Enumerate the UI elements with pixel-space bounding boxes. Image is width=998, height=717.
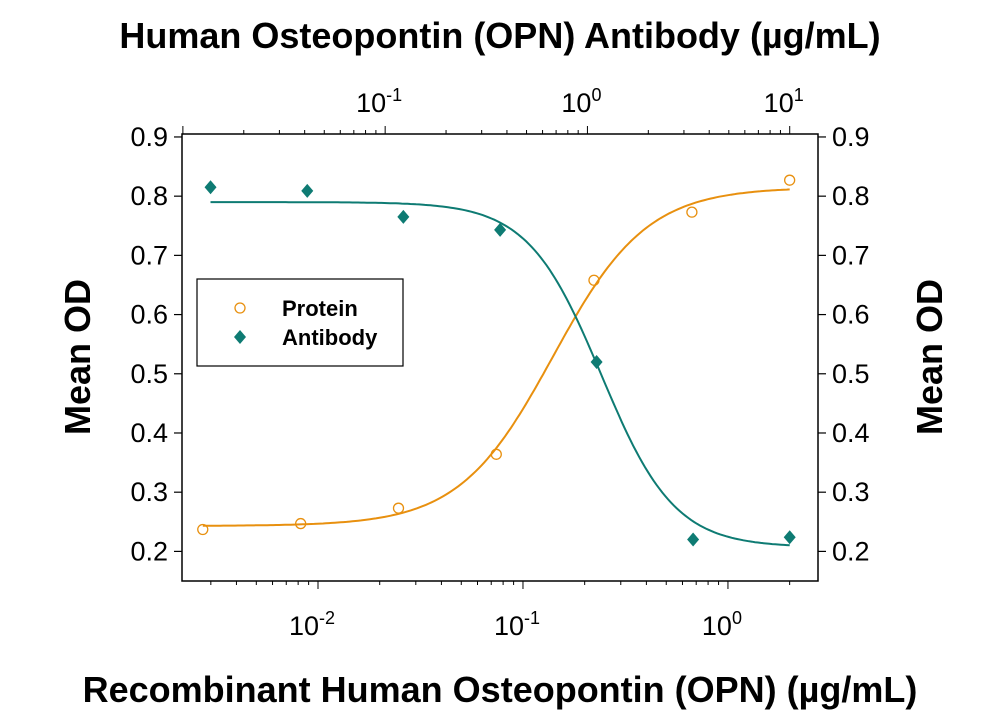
legend-box [196, 278, 404, 367]
y-tick-label-right: 0.2 [832, 536, 870, 566]
y-tick-label-left: 0.7 [130, 240, 168, 270]
data-point-antibody [687, 532, 700, 547]
y-tick-label-right: 0.9 [832, 122, 870, 152]
y-tick-label-right: 0.7 [832, 240, 870, 270]
y-tick-label-left: 0.4 [130, 418, 168, 448]
y-tick-label-right: 0.4 [832, 418, 870, 448]
chart-title: Human Osteopontin (OPN) Antibody (µg/mL) [119, 15, 880, 56]
x-bottom-tick-label: 100 [702, 608, 742, 641]
y-tick-label-left: 0.3 [130, 477, 168, 507]
y-tick-label-left: 0.9 [130, 122, 168, 152]
legend: Protein Antibody [196, 278, 404, 367]
x-top-tick-label: 100 [561, 85, 601, 118]
y-tick-label-left: 0.5 [130, 359, 168, 389]
data-point-antibody [590, 354, 603, 369]
plot-frame [181, 133, 819, 582]
y-axis-label-right: Mean OD [909, 279, 950, 435]
data-point-protein [490, 448, 502, 460]
data-point-protein [392, 502, 405, 514]
fit-curve-antibody [210, 201, 790, 547]
y-tick-label-right: 0.5 [832, 359, 870, 389]
x-bottom-tick-label: 10-1 [494, 608, 540, 641]
legend-marker-antibody [234, 330, 246, 344]
legend-label-protein: Protein [282, 296, 358, 321]
data-point-antibody [301, 183, 314, 198]
y-tick-label-right: 0.8 [832, 181, 870, 211]
y-tick-label-left: 0.6 [130, 300, 168, 330]
data-point-antibody [494, 222, 507, 237]
data-point-antibody [397, 209, 410, 224]
fit-curve-protein [202, 188, 790, 527]
data-point-protein [686, 206, 698, 218]
legend-marker-protein [234, 302, 246, 314]
data-point-protein [295, 517, 307, 530]
x-bottom-tick-label: 10-2 [289, 608, 335, 641]
x-top-tick-label: 101 [764, 85, 804, 118]
y-tick-label-left: 0.2 [130, 536, 168, 566]
y-tick-label-left: 0.8 [130, 181, 168, 211]
data-point-protein [784, 174, 796, 186]
y-axis-label-left: Mean OD [57, 279, 98, 435]
y-tick-label-right: 0.3 [832, 477, 870, 507]
x-top-tick-label: 10-1 [356, 85, 402, 118]
x-axis-label: Recombinant Human Osteopontin (OPN) (µg/… [83, 669, 918, 710]
data-point-protein [588, 274, 600, 286]
data-point-antibody [204, 180, 217, 195]
legend-label-antibody: Antibody [282, 325, 378, 350]
data-point-protein [197, 523, 209, 536]
data-point-antibody [783, 530, 796, 545]
y-tick-label-right: 0.6 [832, 300, 870, 330]
